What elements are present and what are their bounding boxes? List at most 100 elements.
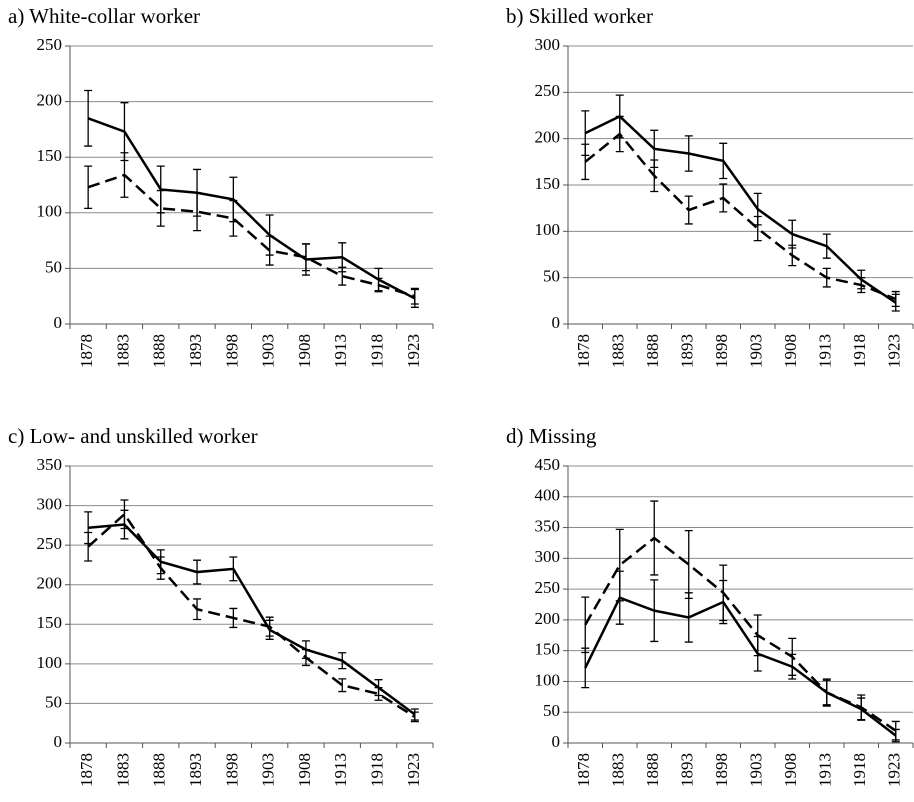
error-bar <box>193 559 202 585</box>
error-bar <box>265 616 274 637</box>
y-tick-label: 100 <box>37 653 63 672</box>
series-line <box>584 536 897 732</box>
y-tick-label: 0 <box>54 313 63 332</box>
x-tick-label: 1888 <box>150 753 169 787</box>
y-tick-label: 250 <box>535 81 561 100</box>
x-tick-label: 1913 <box>331 334 350 368</box>
y-tick-label: 450 <box>535 455 561 474</box>
error-bar <box>788 637 797 676</box>
x-tick-label: 1893 <box>186 753 205 787</box>
x-tick-label: 1878 <box>574 334 593 368</box>
x-tick-label: 1923 <box>885 753 904 787</box>
error-bar <box>650 579 659 643</box>
x-tick-label: 1913 <box>816 334 835 368</box>
error-bar <box>374 277 383 293</box>
panel-title: d) Missing <box>506 424 597 448</box>
y-tick-label: 300 <box>535 547 561 566</box>
x-tick-label: 1913 <box>331 753 350 787</box>
x-tick-label: 1908 <box>295 334 314 368</box>
error-bar <box>374 686 383 701</box>
panel-title: b) Skilled worker <box>506 4 653 28</box>
error-bar <box>615 115 624 153</box>
error-bar <box>410 711 419 723</box>
x-tick-label: 1878 <box>77 334 96 368</box>
x-tick-label: 1923 <box>404 334 423 368</box>
x-tick-label: 1903 <box>747 753 766 787</box>
error-bar <box>84 165 93 210</box>
y-tick-label: 250 <box>535 578 561 597</box>
series-line <box>87 512 416 718</box>
series-line <box>87 173 416 298</box>
error-bar <box>753 215 762 242</box>
error-bar <box>410 287 419 305</box>
y-tick-label: 350 <box>535 516 561 535</box>
series-line <box>87 117 416 300</box>
y-tick-label: 300 <box>535 35 561 54</box>
error-bar <box>84 531 93 562</box>
error-bar <box>891 290 900 308</box>
y-tick-label: 200 <box>535 128 561 147</box>
y-tick-label: 100 <box>535 220 561 239</box>
x-tick-label: 1883 <box>609 334 628 368</box>
error-bar <box>753 614 762 657</box>
series-line <box>88 523 416 716</box>
x-tick-label: 1898 <box>222 334 241 368</box>
panel: b) Skilled worker 0 50 100 150 200 250 300 1878 1… <box>506 4 914 368</box>
x-tick-label: 1903 <box>259 753 278 787</box>
x-tick-label: 1893 <box>186 334 205 368</box>
y-tick-label: 50 <box>543 701 560 720</box>
y-tick-label: 250 <box>37 35 63 54</box>
x-tick-label: 1913 <box>816 753 835 787</box>
x-tick-label: 1883 <box>113 334 132 368</box>
error-bar <box>719 564 728 622</box>
y-tick-label: 100 <box>37 202 63 221</box>
series-line <box>584 132 897 301</box>
y-tick-label: 50 <box>543 267 560 286</box>
error-bar <box>822 233 831 259</box>
x-tick-label: 1883 <box>609 753 628 787</box>
error-bar <box>338 652 347 670</box>
x-tick-label: 1878 <box>77 753 96 787</box>
error-bar <box>120 152 129 198</box>
x-tick-label: 1893 <box>678 753 697 787</box>
panel-title: c) Low- and unskilled worker <box>8 424 258 448</box>
y-tick-label: 250 <box>37 534 63 553</box>
error-bar <box>581 143 590 181</box>
series-line <box>584 114 897 304</box>
panel: d) Missing 0 50 100 150 200 250 300 350 400 450 187… <box>506 424 914 787</box>
error-bar <box>84 89 93 147</box>
error-bar <box>193 192 202 232</box>
x-tick-label: 1883 <box>113 753 132 787</box>
y-tick-label: 0 <box>54 732 63 751</box>
panel: c) Low- and unskilled worker 0 50 100 150 200… <box>8 424 434 787</box>
x-tick-label: 1918 <box>367 753 386 787</box>
error-bar <box>156 556 165 580</box>
x-tick-label: 1903 <box>259 334 278 368</box>
error-bar <box>301 243 310 272</box>
error-bar <box>788 244 797 267</box>
x-tick-label: 1918 <box>850 753 869 787</box>
x-tick-label: 1908 <box>295 753 314 787</box>
y-tick-label: 150 <box>37 146 63 165</box>
series-line <box>584 596 897 737</box>
error-bar <box>301 648 310 667</box>
panel: a) White-collar worker 0 50 100 150 200 250 187… <box>8 4 434 368</box>
y-tick-label: 50 <box>45 257 62 276</box>
y-tick-label: 200 <box>535 609 561 628</box>
error-bar <box>193 598 202 621</box>
error-bar <box>684 529 693 599</box>
x-tick-label: 1908 <box>781 753 800 787</box>
error-bar <box>581 596 590 654</box>
y-tick-label: 150 <box>535 174 561 193</box>
x-tick-label: 1898 <box>222 753 241 787</box>
y-tick-label: 150 <box>37 613 63 632</box>
error-bar <box>719 142 728 180</box>
error-bar <box>684 195 693 225</box>
y-tick-label: 50 <box>45 692 62 711</box>
error-bar <box>650 500 659 576</box>
y-tick-label: 200 <box>37 91 63 110</box>
x-tick-label: 1878 <box>574 753 593 787</box>
x-tick-label: 1923 <box>404 753 423 787</box>
x-tick-label: 1898 <box>712 753 731 787</box>
x-tick-label: 1918 <box>367 334 386 368</box>
